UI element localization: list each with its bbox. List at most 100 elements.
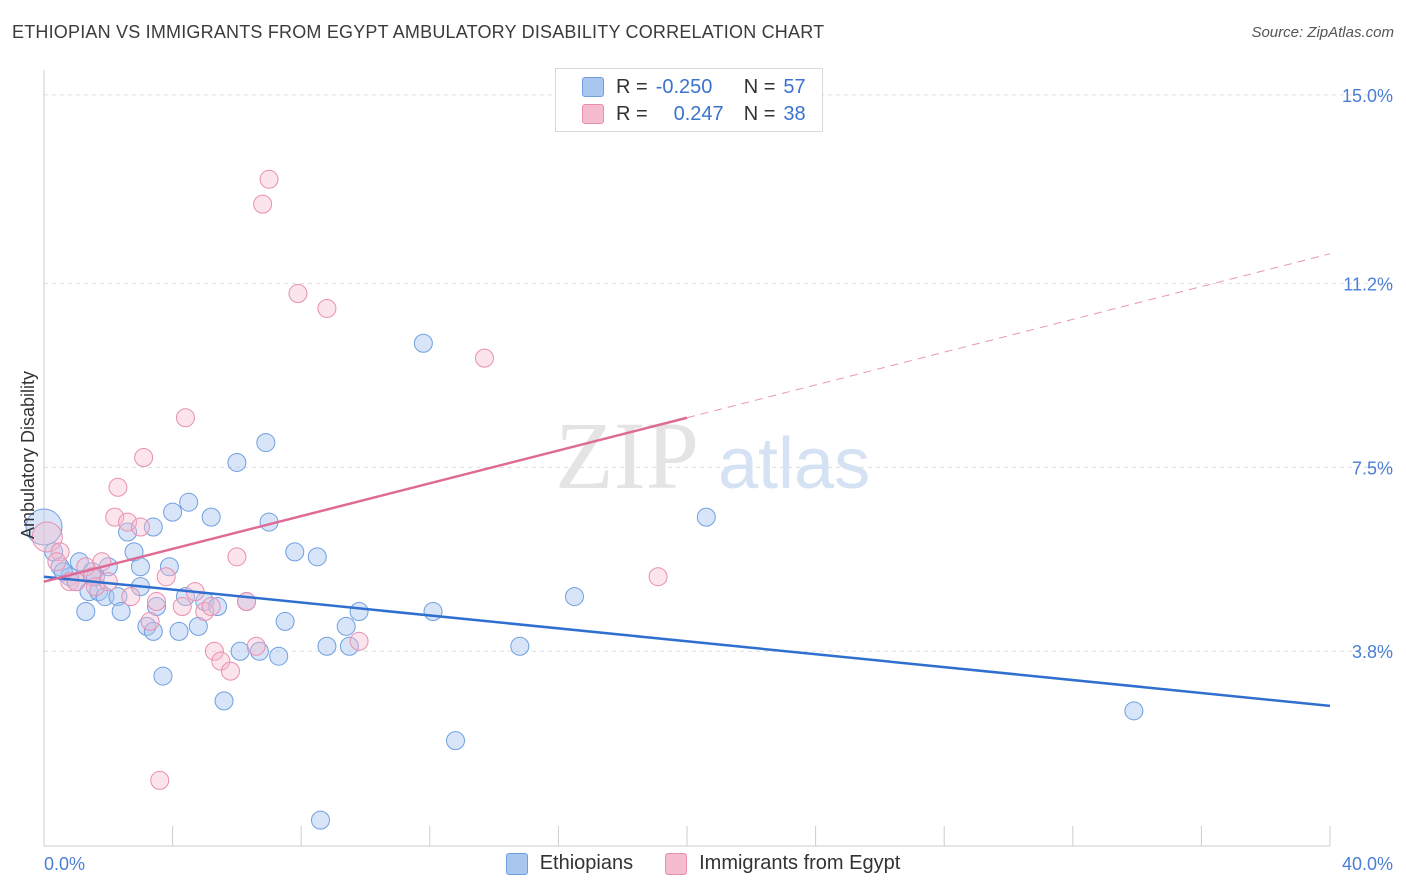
data-point xyxy=(336,616,356,636)
data-point xyxy=(648,567,668,587)
data-point xyxy=(510,636,530,656)
data-points xyxy=(25,169,1144,830)
data-point xyxy=(339,636,359,656)
legend-swatch-ethiopians xyxy=(505,852,528,875)
legend-swatch-egypt xyxy=(665,852,688,875)
data-point xyxy=(111,601,131,621)
data-point xyxy=(195,601,215,621)
data-point xyxy=(108,477,128,497)
grid-lines xyxy=(44,94,1392,652)
data-point xyxy=(275,611,295,631)
data-point xyxy=(285,542,305,562)
data-point xyxy=(227,547,247,567)
data-point xyxy=(230,641,250,661)
data-point xyxy=(564,587,584,607)
data-point xyxy=(256,433,276,453)
data-point xyxy=(25,508,63,546)
data-point xyxy=(307,547,327,567)
data-point xyxy=(220,661,240,681)
series-legend: Ethiopians Immigrants from Egypt xyxy=(0,852,1406,875)
data-point xyxy=(696,507,716,527)
data-point xyxy=(246,636,266,656)
data-point xyxy=(211,651,231,671)
data-point xyxy=(121,587,141,607)
legend-n-label: N = xyxy=(743,75,776,98)
axes xyxy=(43,70,1331,847)
legend-label-ethiopians: Ethiopians xyxy=(539,852,634,874)
data-point xyxy=(118,522,138,542)
y-tick-label: 15.0% xyxy=(1342,86,1393,106)
data-point xyxy=(259,169,279,189)
legend-row-egypt: R = 0.247 N = 38 xyxy=(582,102,806,126)
legend-n-label: N = xyxy=(743,102,776,125)
chart-title: ETHIOPIAN VS IMMIGRANTS FROM EGYPT AMBUL… xyxy=(12,22,825,42)
data-point xyxy=(134,447,154,467)
data-point xyxy=(214,691,234,711)
legend-item-egypt[interactable]: Immigrants from Egypt xyxy=(665,852,900,875)
x-tick-label: 0.0% xyxy=(44,854,85,874)
legend-r-value: -0.250 xyxy=(655,75,713,98)
data-point xyxy=(175,408,195,428)
data-point xyxy=(76,601,96,621)
data-point xyxy=(288,284,308,304)
data-point xyxy=(227,452,247,472)
data-point xyxy=(147,592,167,612)
legend-r-label: R = xyxy=(616,75,648,98)
source-label: Source: ZipAtlas.com xyxy=(1251,24,1394,41)
data-point xyxy=(317,298,337,318)
legend-label-egypt: Immigrants from Egypt xyxy=(699,852,901,874)
legend-n-value: 57 xyxy=(783,75,806,98)
y-tick-label: 7.5% xyxy=(1352,458,1393,478)
data-point xyxy=(423,601,443,621)
data-point xyxy=(105,507,125,527)
data-point xyxy=(204,641,224,661)
tick-labels: 3.8% 7.5% 11.2% 15.0% 0.0% 40.0% xyxy=(44,86,1393,874)
data-point xyxy=(172,597,192,617)
legend-r-value: 0.247 xyxy=(673,102,724,125)
data-point xyxy=(50,557,70,577)
data-point xyxy=(179,492,199,512)
data-point xyxy=(118,512,138,532)
y-tick-label: 3.8% xyxy=(1352,642,1393,662)
legend-swatch-ethiopians xyxy=(582,77,604,97)
data-point xyxy=(349,631,369,651)
data-point xyxy=(69,552,89,572)
trend-lines xyxy=(43,253,1331,708)
data-point xyxy=(269,646,289,666)
data-point xyxy=(310,810,330,830)
trend-line xyxy=(43,416,688,583)
data-point xyxy=(130,517,150,537)
data-point xyxy=(130,557,150,577)
data-point xyxy=(150,770,170,790)
legend-swatch-egypt xyxy=(582,104,604,124)
data-point xyxy=(249,641,269,661)
watermark-atlas: atlas xyxy=(718,424,870,504)
data-point xyxy=(201,507,221,527)
data-point xyxy=(253,194,273,214)
data-point xyxy=(140,611,160,631)
data-point xyxy=(208,597,228,617)
data-point xyxy=(446,731,466,751)
watermark-zip: ZIP xyxy=(555,402,699,509)
data-point xyxy=(349,601,369,621)
data-point xyxy=(163,502,183,522)
data-point xyxy=(474,348,494,368)
data-point xyxy=(201,597,221,617)
data-point xyxy=(47,552,67,572)
data-point xyxy=(317,636,337,656)
data-point xyxy=(1124,701,1144,721)
data-point xyxy=(137,616,157,636)
data-point xyxy=(413,333,433,353)
data-point xyxy=(169,621,189,641)
data-point xyxy=(153,666,173,686)
y-axis-label: Ambulatory Disability xyxy=(18,371,38,539)
x-tick-label: 40.0% xyxy=(1342,854,1393,874)
legend-n-value: 38 xyxy=(783,102,806,125)
legend-r-label: R = xyxy=(616,102,648,125)
correlation-legend: R = -0.250 N = 57 R = 0.247 N = 38 xyxy=(555,68,823,132)
y-tick-label: 11.2% xyxy=(1343,275,1393,295)
legend-item-ethiopians[interactable]: Ethiopians xyxy=(505,852,634,875)
data-point xyxy=(156,567,176,587)
trend-line xyxy=(686,253,1331,419)
